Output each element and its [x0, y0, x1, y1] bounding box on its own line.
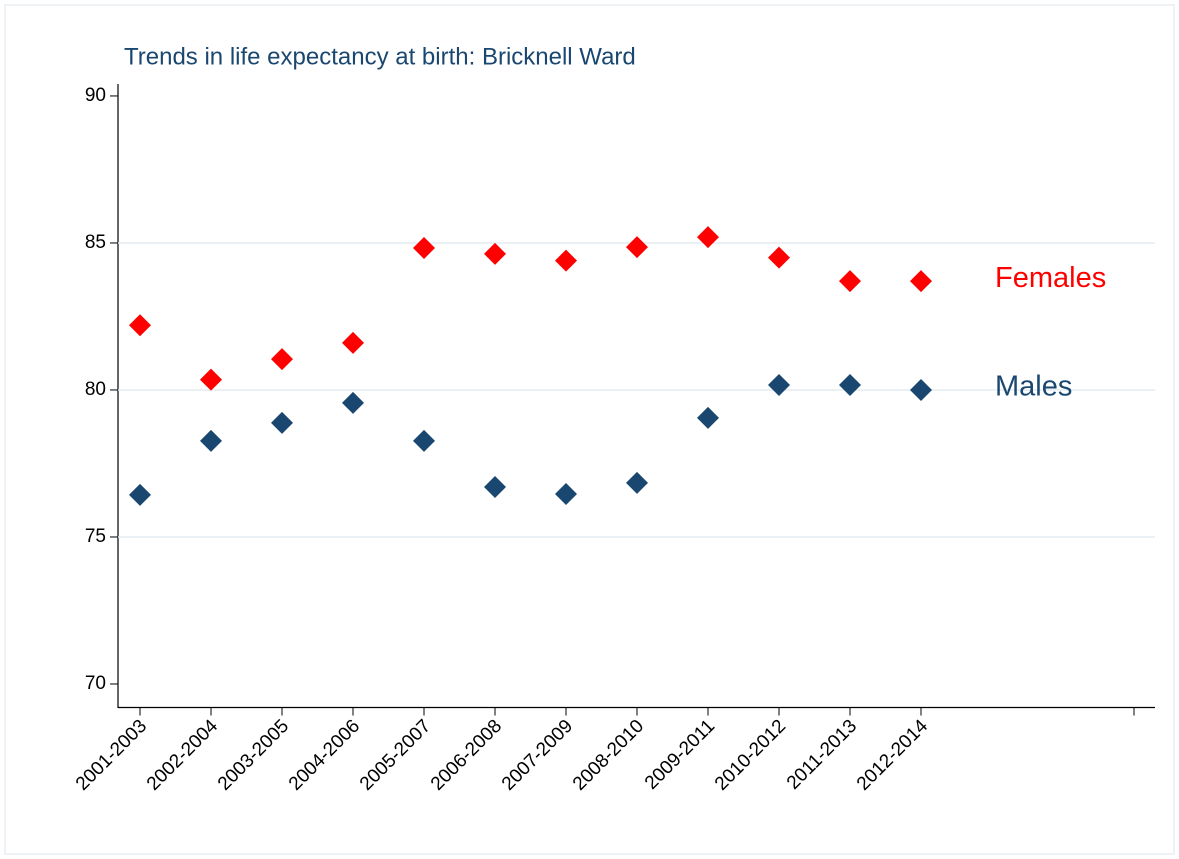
- frame: [4, 4, 1175, 855]
- point: [839, 373, 861, 396]
- point: [200, 429, 222, 452]
- point: [129, 314, 151, 337]
- point: [413, 236, 435, 259]
- y-tick-label: 75: [85, 526, 106, 547]
- point: [697, 406, 719, 429]
- y-tick-label: 70: [85, 673, 106, 694]
- point: [626, 236, 648, 259]
- point: [555, 249, 577, 272]
- point: [129, 483, 151, 506]
- point: [555, 483, 577, 506]
- y-tick-label: 80: [85, 379, 106, 400]
- point: [342, 331, 364, 354]
- y-tick-label: 85: [85, 232, 106, 253]
- point: [484, 242, 506, 265]
- point: [271, 348, 293, 371]
- point: [910, 378, 932, 401]
- point: [626, 471, 648, 494]
- point: [413, 429, 435, 452]
- point: [342, 391, 364, 414]
- point: [910, 270, 932, 293]
- point: [271, 411, 293, 434]
- point: [484, 475, 506, 498]
- series-label: Males: [995, 371, 1072, 403]
- series-label: Females: [995, 262, 1106, 294]
- y-tick-label: 90: [85, 85, 106, 106]
- point: [768, 246, 790, 269]
- point: [697, 226, 719, 249]
- point: [200, 368, 222, 391]
- point: [768, 373, 790, 396]
- chart-title: Trends in life expectancy at birth: Bric…: [124, 43, 636, 70]
- point: [839, 270, 861, 293]
